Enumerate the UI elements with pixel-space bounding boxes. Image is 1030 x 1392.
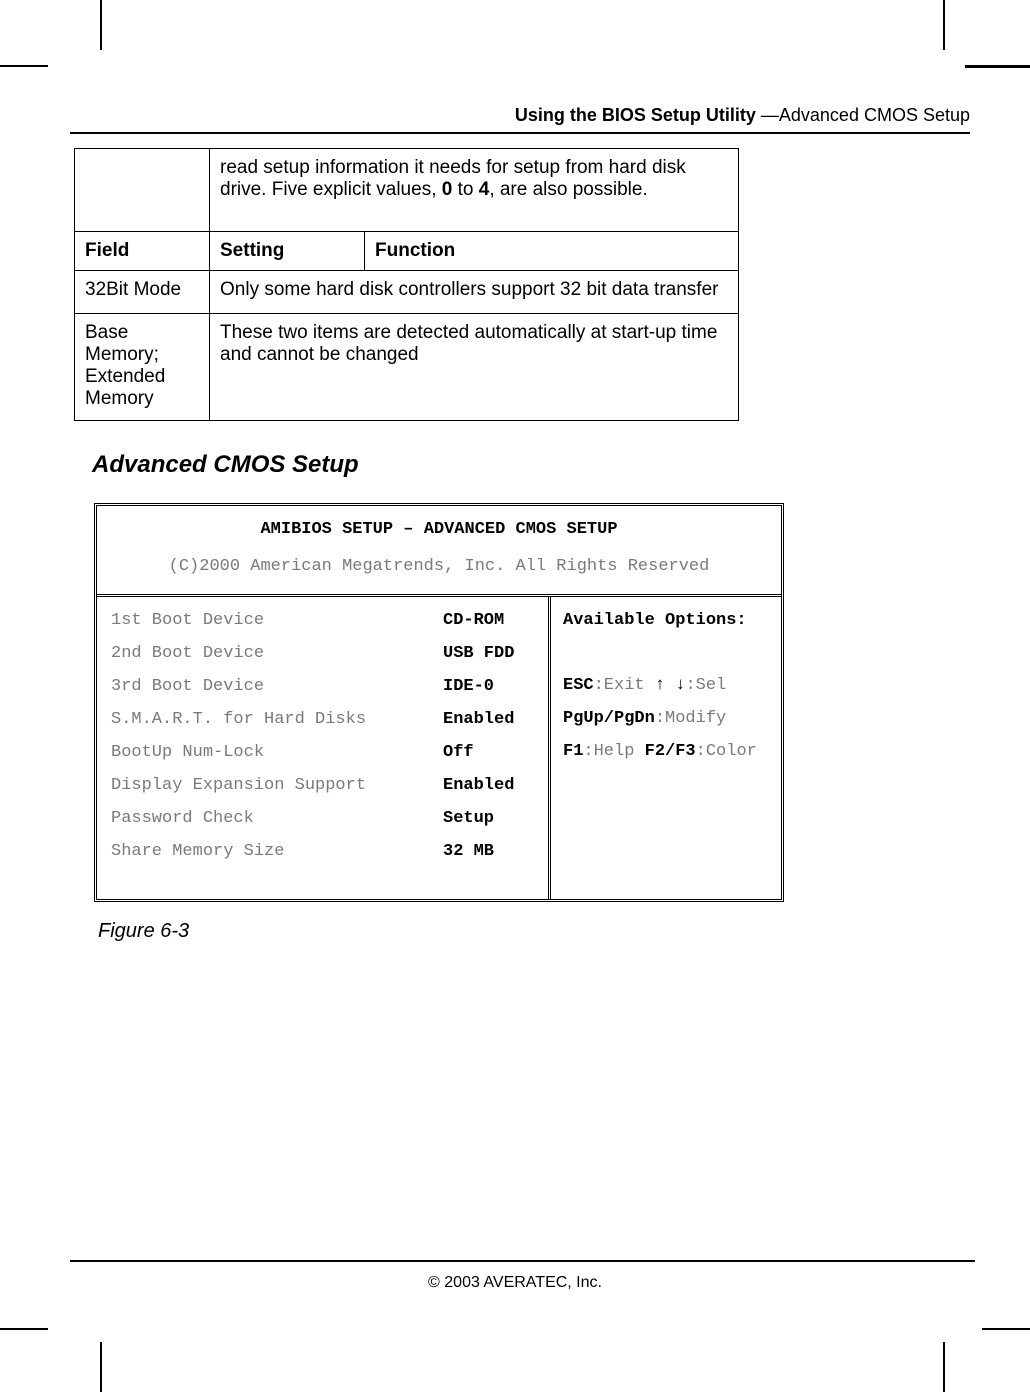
bold-val: 0 — [442, 179, 453, 200]
bios-label: Password Check — [111, 809, 443, 828]
bios-row: 3rd Boot DeviceIDE-0 — [111, 677, 538, 696]
bold-val: 4 — [479, 179, 490, 200]
bios-value: Setup — [443, 809, 538, 828]
crop-mark — [982, 1328, 1030, 1330]
bios-value: CD-ROM — [443, 611, 538, 630]
cell-desc: These two items are detected automatical… — [210, 314, 739, 421]
bios-title: AMIBIOS SETUP – ADVANCED CMOS SETUP — [107, 520, 771, 539]
crop-mark — [0, 65, 48, 67]
bios-label: 2nd Boot Device — [111, 644, 443, 663]
key-text: :Help — [583, 742, 644, 761]
cell-field: Base Memory; Extended Memory — [75, 314, 210, 421]
bios-value: USB FDD — [443, 644, 538, 663]
opt-line: ESC:Exit ↑ ↓:Sel — [563, 676, 771, 695]
crop-mark — [100, 1342, 102, 1392]
bios-value: Enabled — [443, 710, 538, 729]
bios-label: 3rd Boot Device — [111, 677, 443, 696]
crop-mark — [965, 65, 1030, 68]
page-header: Using the BIOS Setup Utility —Advanced C… — [70, 105, 970, 126]
bios-value: IDE-0 — [443, 677, 538, 696]
header-rule — [70, 132, 970, 134]
bios-value: Enabled — [443, 776, 538, 795]
crop-mark — [0, 1328, 48, 1330]
bios-row: Display Expansion SupportEnabled — [111, 776, 538, 795]
key-text: :Modify — [655, 709, 726, 728]
cell-desc: read setup information it needs for setu… — [210, 149, 739, 232]
crop-mark — [100, 0, 102, 50]
bios-box: AMIBIOS SETUP – ADVANCED CMOS SETUP (C)2… — [94, 503, 784, 902]
bios-row: Password CheckSetup — [111, 809, 538, 828]
header-rest: —Advanced CMOS Setup — [756, 105, 970, 125]
figure-caption: Figure 6-3 — [98, 920, 970, 943]
bios-label: Share Memory Size — [111, 842, 443, 861]
key-text: :Exit — [594, 676, 655, 695]
table-row: read setup information it needs for setu… — [75, 149, 739, 232]
options-title: Available Options: — [563, 611, 771, 630]
crop-mark — [943, 1342, 945, 1392]
key-arrows: ↑ ↓ — [655, 676, 686, 695]
bios-label: 1st Boot Device — [111, 611, 443, 630]
key-text: :Sel — [685, 676, 726, 695]
crop-mark — [943, 0, 945, 50]
key-f2f3: F2/F3 — [645, 742, 696, 761]
bios-left: 1st Boot DeviceCD-ROM 2nd Boot DeviceUSB… — [97, 597, 551, 899]
bios-body: 1st Boot DeviceCD-ROM 2nd Boot DeviceUSB… — [97, 597, 781, 899]
bios-row: S.M.A.R.T. for Hard DisksEnabled — [111, 710, 538, 729]
cell-text: , are also possible. — [489, 179, 647, 200]
fields-table: read setup information it needs for setu… — [74, 148, 739, 421]
cell-field: 32Bit Mode — [75, 271, 210, 314]
col-setting: Setting — [210, 232, 365, 271]
col-field: Field — [75, 232, 210, 271]
bios-label: Display Expansion Support — [111, 776, 443, 795]
bios-row: 1st Boot DeviceCD-ROM — [111, 611, 538, 630]
key-text: :Color — [696, 742, 757, 761]
table-row: 32Bit Mode Only some hard disk controlle… — [75, 271, 739, 314]
key-esc: ESC — [563, 676, 594, 695]
opt-line: F1:Help F2/F3:Color — [563, 742, 771, 761]
table-header-row: Field Setting Function — [75, 232, 739, 271]
bios-label: BootUp Num-Lock — [111, 743, 443, 762]
bios-copyright: (C)2000 American Megatrends, Inc. All Ri… — [107, 557, 771, 576]
section-title: Advanced CMOS Setup — [92, 451, 970, 479]
cell-empty — [75, 149, 210, 232]
key-f1: F1 — [563, 742, 583, 761]
header-bold: Using the BIOS Setup Utility — [515, 105, 756, 125]
key-pgup: PgUp/PgDn — [563, 709, 655, 728]
bios-row: 2nd Boot DeviceUSB FDD — [111, 644, 538, 663]
table-row: Base Memory; Extended Memory These two i… — [75, 314, 739, 421]
opt-line: PgUp/PgDn:Modify — [563, 709, 771, 728]
page-content: Using the BIOS Setup Utility —Advanced C… — [0, 0, 1030, 983]
bios-value: Off — [443, 743, 538, 762]
bios-header: AMIBIOS SETUP – ADVANCED CMOS SETUP (C)2… — [97, 506, 781, 597]
bios-row: Share Memory Size32 MB — [111, 842, 538, 861]
bios-label: S.M.A.R.T. for Hard Disks — [111, 710, 443, 729]
bios-value: 32 MB — [443, 842, 538, 861]
cell-text: to — [452, 179, 478, 200]
footer-rule — [70, 1260, 975, 1262]
cell-desc: Only some hard disk controllers support … — [210, 271, 739, 314]
footer-text: © 2003 AVERATEC, Inc. — [0, 1274, 1030, 1292]
bios-right: Available Options: ESC:Exit ↑ ↓:Sel PgUp… — [551, 597, 781, 899]
col-function: Function — [365, 232, 739, 271]
bios-row: BootUp Num-LockOff — [111, 743, 538, 762]
